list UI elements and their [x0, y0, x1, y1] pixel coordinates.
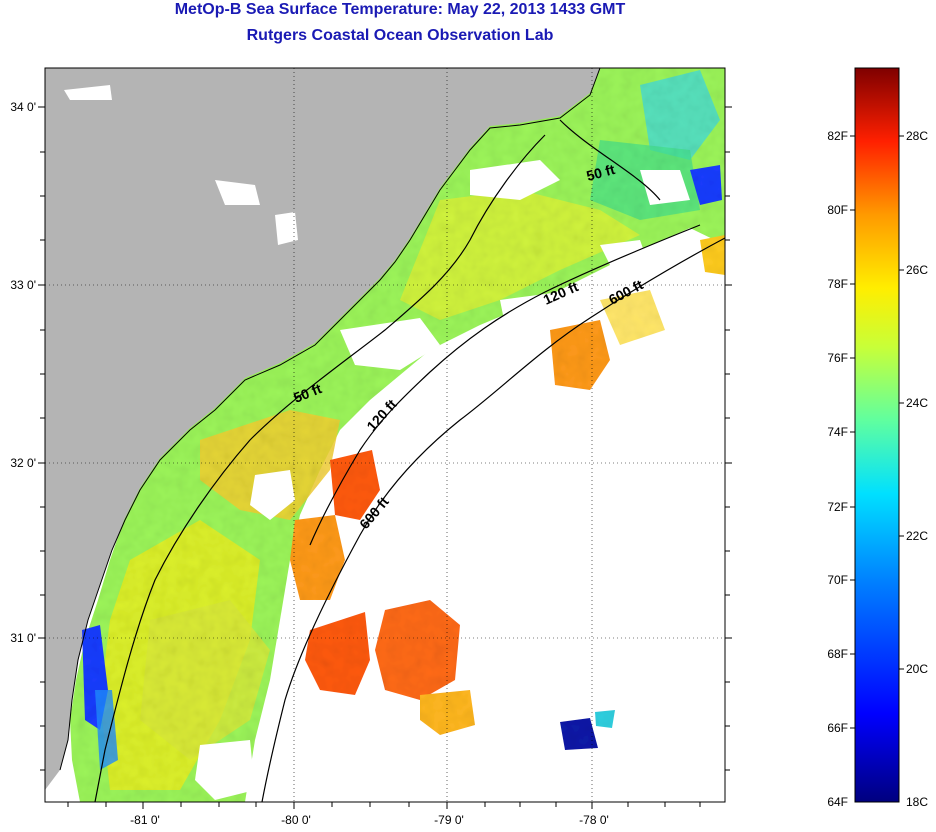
contour-label-50ft-north: 50 ft — [585, 161, 617, 184]
colorbar-f-label: 78F — [827, 277, 848, 291]
lon-tick-label: -80 0' — [281, 813, 311, 827]
colorbar — [854, 67, 900, 803]
colorbar-c-label: 22C — [906, 529, 928, 543]
lat-tick-label: 32 0' — [10, 456, 36, 470]
lat-tick-label: 31 0' — [10, 631, 36, 645]
graticule — [45, 68, 725, 802]
colorbar-f-label: 72F — [827, 500, 848, 514]
contour-120ft — [309, 224, 701, 546]
colorbar-f-label: 74F — [827, 425, 848, 439]
axis-ticks — [38, 106, 732, 809]
colorbar-c-label: 24C — [906, 396, 928, 410]
land-mass — [45, 68, 600, 790]
lat-tick-label: 34 0' — [10, 100, 36, 114]
colorbar-c-label: 18C — [906, 795, 928, 809]
map-title-line2: Rutgers Coastal Ocean Observation Lab — [246, 27, 554, 44]
colorbar-f-label: 66F — [827, 721, 848, 735]
colorbar-f-label: 70F — [827, 573, 848, 587]
sst-data-field — [70, 68, 725, 802]
coastline — [59, 68, 601, 771]
cloud-mask — [64, 85, 690, 800]
contour-600ft — [261, 237, 725, 802]
colorbar-c-label: 20C — [906, 662, 928, 676]
map-border — [44, 67, 726, 803]
contour-50ft — [94, 119, 661, 802]
colorbar-c-label: 26C — [906, 263, 928, 277]
lon-tick-label: -79 0' — [434, 813, 464, 827]
colorbar-f-label: 64F — [827, 795, 848, 809]
colorbar-c-label: 28C — [906, 129, 928, 143]
lon-tick-label: -81 0' — [130, 813, 160, 827]
colorbar-f-label: 82F — [827, 129, 848, 143]
colorbar-ticks — [850, 135, 904, 729]
colorbar-f-label: 68F — [827, 647, 848, 661]
colorbar-f-label: 80F — [827, 203, 848, 217]
colorbar-f-label: 76F — [827, 351, 848, 365]
map-title-line1: MetOp-B Sea Surface Temperature: May 22,… — [174, 1, 626, 18]
lat-tick-label: 33 0' — [10, 278, 36, 292]
lon-tick-label: -78 0' — [579, 813, 609, 827]
